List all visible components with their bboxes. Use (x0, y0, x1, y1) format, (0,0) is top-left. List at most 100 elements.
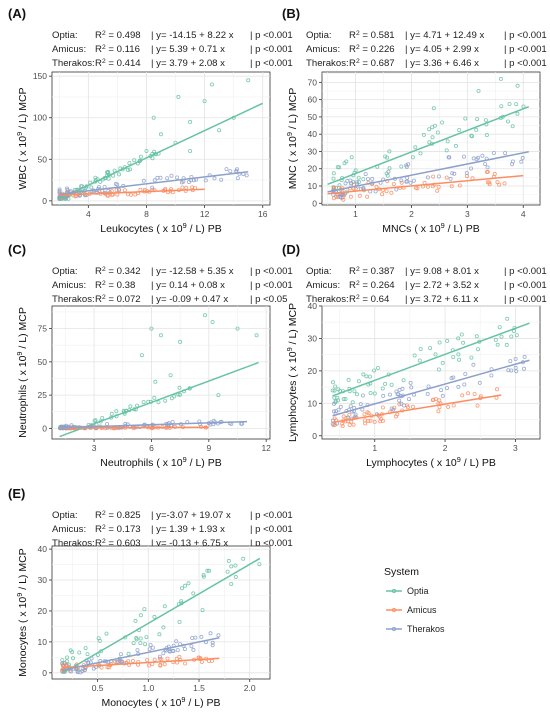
point-optia (144, 635, 149, 640)
point-amicus (380, 405, 385, 410)
point-therakos (408, 180, 413, 185)
point-amicus (460, 393, 465, 398)
y-tick-label: 75 (38, 324, 48, 334)
point-optia (368, 390, 373, 395)
stat-r2: R2 = 0.38 (95, 280, 135, 292)
point-optia (463, 116, 468, 121)
regression-line-amicus (59, 188, 205, 196)
point-therakos (216, 633, 221, 638)
point-therakos (461, 154, 466, 159)
point-optia (157, 632, 162, 637)
point-therakos (113, 181, 118, 186)
panel-tag: (A) (8, 6, 26, 21)
stat-pvalue: | p <0.001 (504, 294, 547, 305)
stat-pvalue: | p <0.001 (504, 30, 547, 41)
stat-system-amicus: Amicus: (306, 44, 340, 55)
point-therakos (356, 179, 361, 184)
point-optia (399, 164, 404, 169)
point-optia (163, 398, 168, 403)
point-optia (505, 119, 510, 124)
point-therakos (471, 156, 476, 161)
stat-system-amicus: Amicus: (52, 524, 86, 535)
point-amicus (433, 396, 438, 401)
point-amicus (495, 180, 500, 185)
point-therakos (358, 402, 363, 407)
point-therakos (186, 179, 191, 184)
point-optia (152, 395, 157, 400)
point-optia (229, 564, 234, 569)
point-optia (89, 185, 94, 190)
point-amicus (391, 181, 396, 186)
point-optia (484, 132, 489, 137)
point-optia (216, 393, 221, 398)
point-optia (444, 148, 449, 153)
point-optia (383, 381, 388, 386)
point-optia (469, 355, 474, 360)
point-therakos (463, 371, 468, 376)
point-optia (65, 655, 70, 660)
point-optia (456, 336, 461, 341)
point-therakos (462, 382, 467, 387)
point-optia (217, 128, 222, 133)
point-optia (142, 607, 147, 612)
stat-pvalue: | p <0.001 (504, 280, 547, 291)
point-optia (335, 395, 340, 400)
point-amicus (378, 419, 383, 424)
point-optia (131, 641, 136, 646)
point-therakos (425, 175, 430, 180)
point-therakos (519, 159, 524, 164)
point-optia (361, 372, 366, 377)
point-optia (493, 337, 498, 342)
point-amicus (366, 411, 371, 416)
point-amicus (190, 185, 195, 190)
x-tick-label: 9 (206, 443, 211, 453)
y-tick-label: 0 (42, 196, 47, 206)
stat-system-optia: Optia: (52, 266, 78, 277)
point-therakos (210, 643, 215, 648)
point-optia (117, 172, 122, 177)
stat-equation: | y= -14.15 + 8.22 x (151, 30, 234, 41)
point-optia (183, 583, 188, 588)
point-optia (169, 396, 174, 401)
point-amicus (384, 189, 389, 194)
point-therakos (150, 645, 155, 650)
x-tick-label: 3 (92, 443, 97, 453)
stat-system-optia: Optia: (52, 30, 78, 41)
point-therakos (179, 180, 184, 185)
point-amicus (446, 404, 451, 409)
point-optia (229, 582, 234, 587)
point-optia (332, 388, 337, 393)
point-optia (138, 154, 143, 159)
stat-pvalue: | p <0.001 (250, 280, 293, 291)
point-optia (361, 177, 366, 182)
point-therakos (219, 177, 224, 182)
point-amicus (126, 659, 131, 664)
point-therakos (338, 404, 343, 409)
stat-equation: | y= 9.08 + 8.01 x (405, 266, 479, 277)
point-optia (343, 396, 348, 401)
point-amicus (183, 661, 188, 666)
legend-key-point (391, 607, 397, 613)
regression-line-optia (61, 557, 261, 675)
point-optia (418, 346, 423, 351)
point-optia (515, 111, 520, 116)
point-therakos (395, 392, 400, 397)
point-optia (97, 638, 102, 643)
point-optia (380, 386, 385, 391)
point-amicus (340, 423, 345, 428)
stat-equation: | y= 3.79 + 2.08 x (151, 58, 225, 69)
stat-r2: R2 = 0.498 (95, 30, 141, 42)
point-optia (346, 377, 351, 382)
point-therakos (224, 167, 229, 172)
stat-r2: R2 = 0.825 (95, 510, 141, 522)
point-optia (413, 145, 418, 150)
point-therakos (444, 386, 449, 391)
point-optia (162, 604, 167, 609)
point-optia (156, 400, 161, 405)
point-optia (337, 165, 342, 170)
x-tick-label: 2 (443, 443, 448, 453)
point-optia (149, 326, 154, 331)
x-tick-label: 4 (521, 209, 526, 219)
point-optia (93, 175, 98, 180)
